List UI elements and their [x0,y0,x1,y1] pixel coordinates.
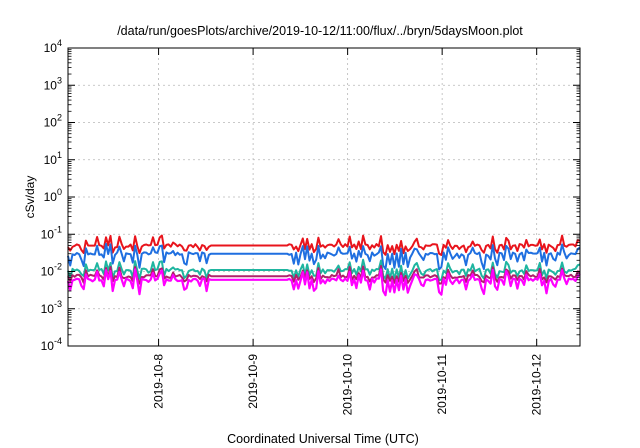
y-tick-label: 100 [44,187,62,204]
y-tick-label: 10-3 [41,299,62,316]
y-tick-label: 101 [44,150,62,167]
grid-lines [68,48,580,346]
axis-ticks: 10-4 10-3 10-2 10-1 100 101 102 103 104 2019-10-8… [41,38,580,415]
series-line-2 [67,242,581,271]
y-tick-label: 10-2 [41,262,62,279]
x-tick-label: 2019-10-8 [152,354,166,409]
y-tick-label: 104 [44,38,62,55]
x-tick-label: 2019-10-12 [530,354,544,416]
x-tick-label: 2019-10-11 [435,354,449,415]
y-axis-label: cSv/day [23,176,37,219]
x-axis-label: Coordinated Universal Time (UTC) [227,432,419,446]
x-tick-label: 2019-10-10 [341,354,355,416]
y-tick-label: 10-4 [41,336,62,353]
y-tick-label: 10-1 [41,224,62,241]
series-line-5 [66,268,581,297]
series-lines [66,234,581,297]
y-tick-label: 103 [44,75,62,92]
y-tick-label: 102 [44,113,62,130]
chart-title: /data/run/goesPlots/archive/2019-10-12/1… [117,24,523,38]
x-tick-label: 2019-10-9 [246,354,260,409]
series-line-1 [67,234,581,256]
